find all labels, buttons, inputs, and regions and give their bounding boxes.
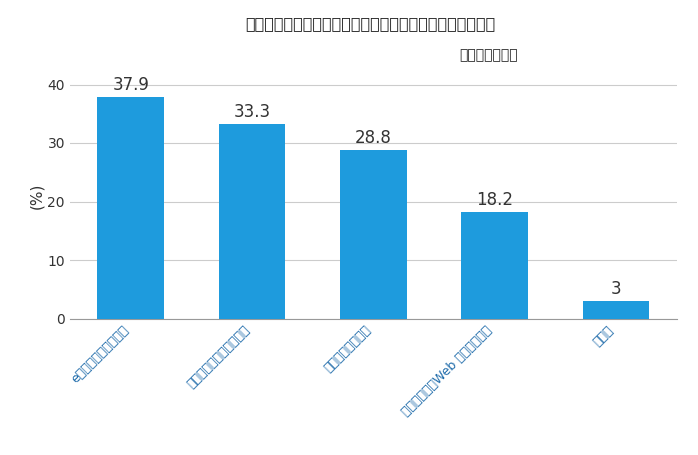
Bar <box>218 124 285 318</box>
Text: 28.8: 28.8 <box>355 129 392 147</box>
Bar <box>340 150 407 318</box>
Bar <box>98 97 164 318</box>
Text: （複数回答可）: （複数回答可） <box>459 48 518 62</box>
Y-axis label: (%): (%) <box>29 182 45 209</box>
Text: 18.2: 18.2 <box>476 191 513 209</box>
Bar <box>583 301 649 318</box>
Text: 33.3: 33.3 <box>234 103 271 121</box>
Text: 3: 3 <box>611 280 621 298</box>
Text: 37.9: 37.9 <box>112 76 149 94</box>
Text: 【今後、社内研修で導入したいシステムはありますか？】: 【今後、社内研修で導入したいシステムはありますか？】 <box>245 16 495 31</box>
Bar <box>461 212 528 318</box>
